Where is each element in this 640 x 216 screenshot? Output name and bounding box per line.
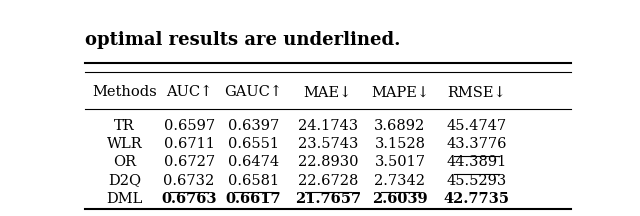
Text: 0.6711: 0.6711 [164,137,214,151]
Text: 2.6039: 2.6039 [372,192,428,206]
Text: 0.6763: 0.6763 [161,192,217,206]
Text: 43.3776: 43.3776 [447,137,507,151]
Text: 0.6732: 0.6732 [163,174,215,188]
Text: 2.7342: 2.7342 [374,174,426,188]
Text: 42.7735: 42.7735 [444,192,510,206]
Text: MAPE↓: MAPE↓ [371,86,429,99]
Text: 0.6597: 0.6597 [164,119,214,133]
Text: 0.6581: 0.6581 [228,174,279,188]
Text: 22.6728: 22.6728 [298,174,358,188]
Text: optimal results are underlined.: optimal results are underlined. [85,31,401,49]
Text: 22.8930: 22.8930 [298,155,358,169]
Text: MAE↓: MAE↓ [304,86,352,99]
Text: RMSE↓: RMSE↓ [447,86,506,99]
Text: D2Q: D2Q [108,174,141,188]
Text: GAUC↑: GAUC↑ [225,86,283,99]
Text: 0.6474: 0.6474 [228,155,279,169]
Text: 21.7657: 21.7657 [295,192,361,206]
Text: 24.1743: 24.1743 [298,119,358,133]
Text: 3.5017: 3.5017 [374,155,426,169]
Text: 0.6727: 0.6727 [164,155,214,169]
Text: 0.6617: 0.6617 [226,192,282,206]
Text: 44.3891: 44.3891 [447,155,507,169]
Text: WLR: WLR [107,137,143,151]
Text: Methods: Methods [92,86,157,99]
Text: 3.1528: 3.1528 [374,137,426,151]
Text: AUC↑: AUC↑ [166,86,212,99]
Text: TR: TR [115,119,135,133]
Text: 0.6397: 0.6397 [228,119,279,133]
Text: OR: OR [113,155,136,169]
Text: 45.5293: 45.5293 [447,174,507,188]
Text: 3.6892: 3.6892 [374,119,426,133]
Text: 0.6551: 0.6551 [228,137,279,151]
Text: DML: DML [106,192,143,206]
Text: 23.5743: 23.5743 [298,137,358,151]
Text: 45.4747: 45.4747 [447,119,507,133]
